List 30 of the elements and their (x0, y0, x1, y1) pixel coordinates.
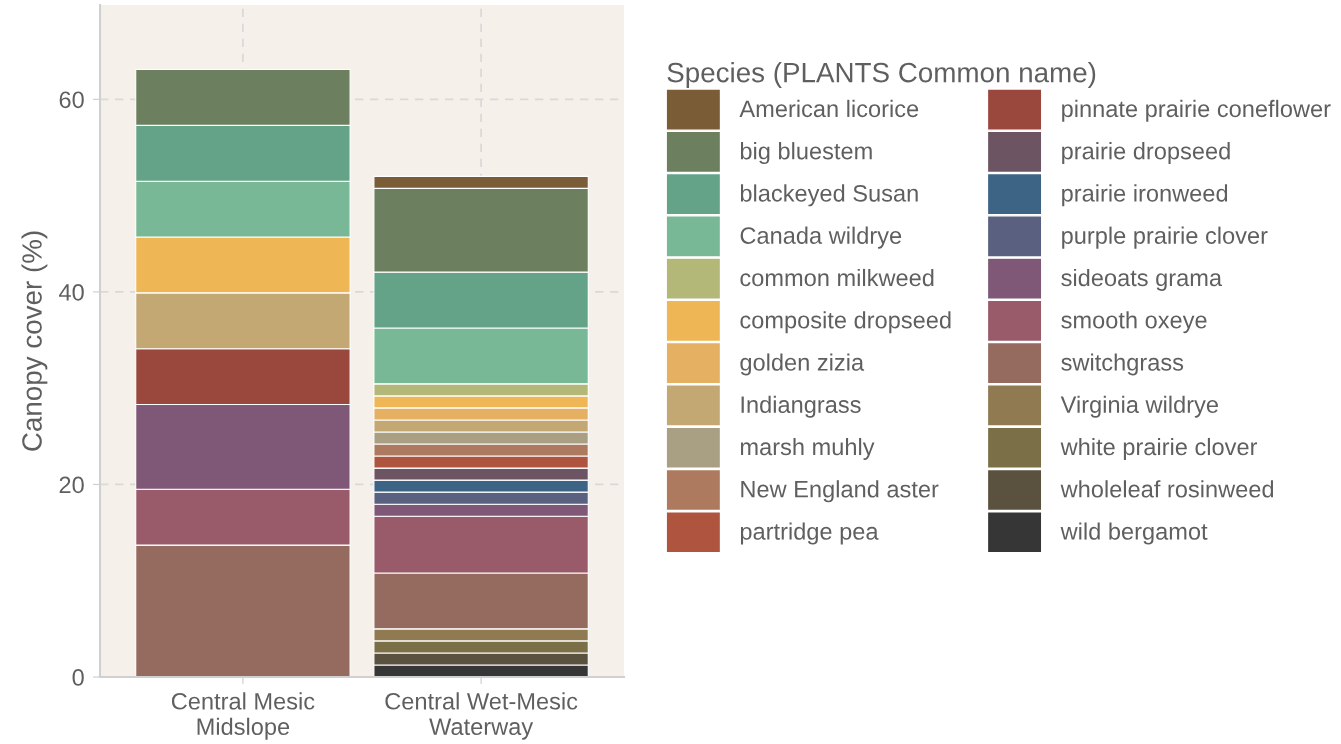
legend-label: partridge pea (740, 522, 879, 545)
y-tick-label: 40 (59, 283, 84, 301)
legend-label: American licorice (739, 99, 919, 118)
legend-label: sideoats grama (1061, 268, 1223, 291)
legend-label: white prairie clover (1060, 437, 1258, 460)
legend-label: smooth oxeye (1061, 311, 1207, 334)
y-axis-title: Canopy cover (%) (21, 231, 48, 451)
legend-label: pinnate prairie coneflower (1062, 99, 1331, 122)
legend-label: marsh muhly (740, 437, 875, 460)
y-tick-label: 0 (72, 669, 84, 686)
legend-label: Indiangrass (741, 395, 861, 418)
legend-label: wild bergamot (1060, 522, 1208, 545)
y-tick-label: 60 (59, 91, 84, 109)
legend-label: blackeyed Susan (740, 184, 918, 207)
legend-label: big bluestem (740, 142, 872, 165)
legend-label: golden zizia (740, 353, 865, 376)
legend-label: common milkweed (740, 268, 934, 287)
legend-label: wholeleaf rosinweed (1060, 480, 1274, 498)
legend-label: prairie ironweed (1062, 184, 1228, 207)
legend-label: New England aster (741, 480, 939, 503)
legend-label: switchgrass (1061, 353, 1184, 376)
legend-label: prairie dropseed (1062, 142, 1230, 165)
x-tick-label: Central Wet-Mesic Waterway (385, 692, 578, 740)
legend-label: purple prairie clover (1062, 226, 1268, 249)
legend-title: Species (PLANTS Common name) (667, 62, 1096, 88)
x-tick-label: Central Mesic Midslope (171, 692, 315, 740)
legend-label: composite dropseed (740, 311, 951, 334)
y-tick-label: 20 (59, 476, 84, 494)
legend-label: Virginia wildrye (1060, 395, 1218, 418)
legend-label: Canada wildrye (740, 226, 902, 249)
